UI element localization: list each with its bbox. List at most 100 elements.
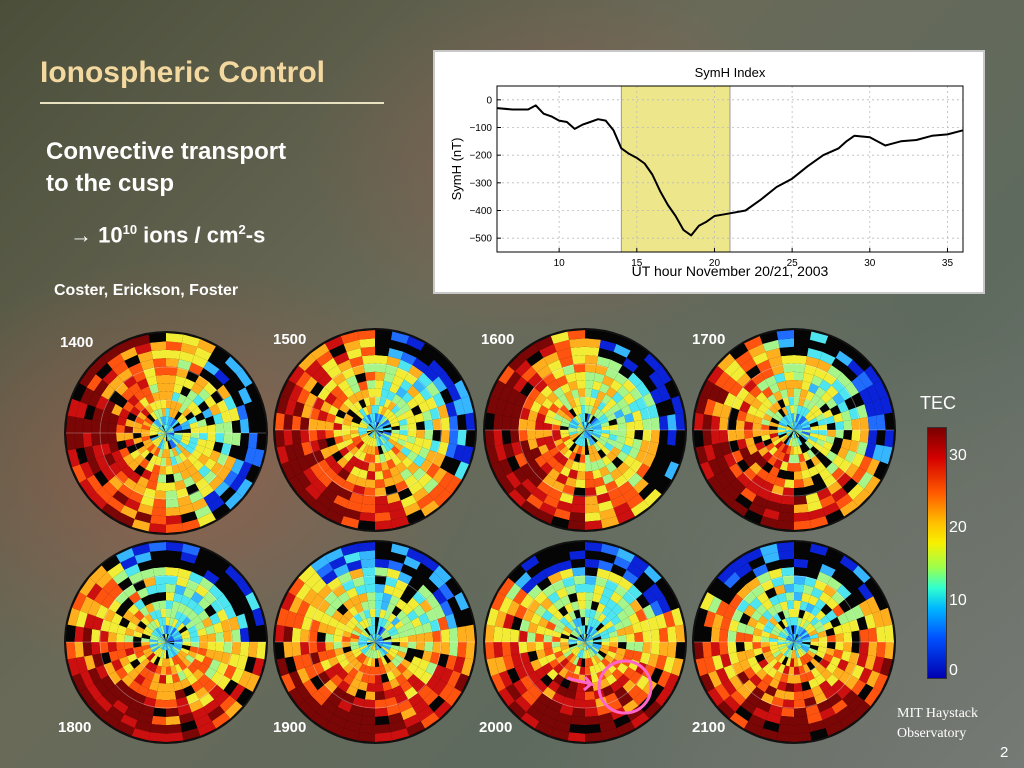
subheading-line-2: to the cusp <box>46 170 175 197</box>
tec-cell <box>203 470 218 485</box>
tec-cell <box>811 587 824 599</box>
tec-cell <box>400 707 417 721</box>
tec-cell <box>166 427 174 433</box>
tec-cell <box>486 395 499 415</box>
tec-cell <box>375 558 390 569</box>
tec-cell <box>108 684 124 700</box>
tec-cell <box>794 421 796 430</box>
tec-cell <box>819 379 832 392</box>
tec-cell <box>170 456 178 466</box>
tec-cell <box>372 421 375 430</box>
tec-cell <box>375 430 378 439</box>
tec-cell <box>794 430 796 439</box>
tec-cell <box>851 630 861 642</box>
tec-cell <box>174 663 183 674</box>
tec-cell <box>304 483 322 501</box>
tec-cell <box>153 618 161 628</box>
tec-cell <box>348 393 359 405</box>
tec-cell <box>610 563 627 577</box>
tec-cell <box>618 577 634 591</box>
tec-cell <box>633 690 649 706</box>
tec-cell <box>493 430 503 446</box>
tec-cell <box>663 444 676 462</box>
tec-cell <box>540 462 553 475</box>
tec-cell <box>630 555 650 572</box>
tec-cell <box>390 331 410 344</box>
tec-cell <box>520 381 534 397</box>
tec-cell <box>359 432 368 439</box>
tec-cell <box>115 458 128 471</box>
tec-cell <box>782 397 790 407</box>
tec-cell <box>514 483 532 501</box>
tec-cell <box>180 551 198 564</box>
tec-cell <box>91 642 101 655</box>
tec-cell <box>550 516 570 529</box>
x-axis-label: UT hour November 20/21, 2003 <box>632 263 829 279</box>
tec-cell <box>386 670 396 682</box>
tec-cell <box>215 422 225 433</box>
tec-cell <box>642 418 652 430</box>
tec-cell <box>276 607 289 627</box>
tec-cell <box>789 405 794 414</box>
tec-cell <box>576 642 585 645</box>
tec-cell <box>383 408 392 418</box>
tec-cell <box>572 567 585 577</box>
tec-cell <box>150 633 159 640</box>
tec-cell <box>599 720 617 733</box>
tec-cell <box>770 629 780 637</box>
tec-cell <box>599 383 610 394</box>
tec-cell <box>375 691 386 701</box>
tec-cell <box>531 699 548 715</box>
tec-cell <box>194 505 212 520</box>
tec-cell <box>392 685 405 697</box>
tec-cell <box>589 415 596 424</box>
tec-cell <box>808 551 826 564</box>
tec-cell <box>572 355 585 365</box>
tec-cell <box>177 568 192 580</box>
tec-cell <box>157 626 164 635</box>
tec-cell <box>321 357 338 373</box>
tec-cell <box>429 619 441 632</box>
tec-cell <box>329 555 347 570</box>
tec-cell <box>395 480 409 493</box>
tec-cell <box>108 671 122 685</box>
tec-cell <box>636 381 650 397</box>
tec-cell <box>115 667 128 680</box>
tec-cell <box>125 418 135 428</box>
tec-cell <box>89 356 108 375</box>
tec-cell <box>837 612 849 625</box>
tec-cell <box>364 415 371 424</box>
tec-cell <box>166 640 175 642</box>
tec-cell <box>808 417 818 425</box>
tec-cell <box>366 683 375 692</box>
tec-cell <box>779 389 789 399</box>
tec-cell <box>585 430 590 438</box>
tec-cell <box>223 455 237 471</box>
tec-cell <box>166 635 173 642</box>
tec-cell <box>348 667 359 679</box>
tec-cell <box>585 512 601 522</box>
tec-cell <box>719 417 729 430</box>
tec-cell <box>395 461 408 474</box>
tec-cell <box>798 665 806 675</box>
tec-cell <box>440 417 450 430</box>
tec-cell <box>567 520 585 530</box>
tec-cell <box>383 663 392 674</box>
tec-cell <box>577 674 585 684</box>
tec-cell <box>396 610 407 621</box>
tec-cell <box>168 448 175 458</box>
tec-cell <box>749 674 762 687</box>
tec-cell <box>341 692 355 705</box>
tec-cell <box>794 430 799 438</box>
tec-cell <box>642 588 658 605</box>
tec-cell <box>592 432 601 439</box>
tec-cell <box>794 355 807 365</box>
tec-cell <box>398 434 408 442</box>
tec-cell <box>412 679 427 694</box>
tec-cell <box>762 720 780 733</box>
tec-cell <box>136 476 149 488</box>
tec-cell <box>360 419 369 426</box>
tec-cell <box>786 388 794 398</box>
tec-cell <box>391 430 400 435</box>
